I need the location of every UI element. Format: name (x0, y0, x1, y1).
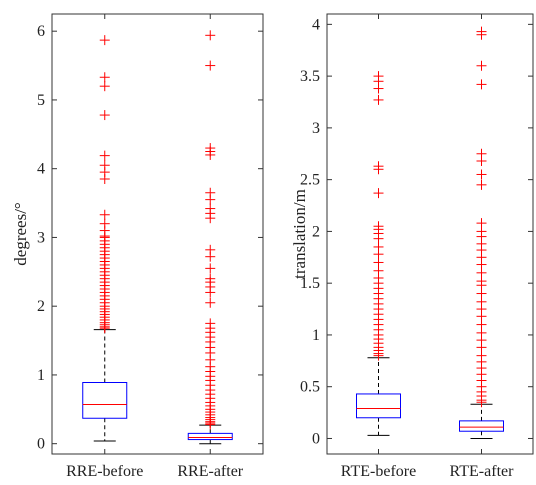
outlier-point (99, 209, 110, 220)
outlier-point (373, 164, 384, 175)
box-rre-after (187, 30, 233, 445)
box-rre-before (82, 35, 128, 442)
box-rte-before (356, 71, 401, 436)
x-category-label: RTE-before (341, 463, 416, 480)
iqr-box (187, 432, 233, 441)
y-tick-label: 4 (37, 161, 45, 178)
outlier-point (205, 287, 216, 298)
outlier-point (373, 83, 384, 94)
outlier-point (99, 110, 110, 121)
y-tick-label: 3 (37, 229, 45, 246)
x-category-label: RTE-after (450, 463, 515, 480)
outlier-point (476, 179, 487, 190)
outlier-point (99, 81, 110, 92)
outlier-point (99, 150, 110, 161)
y-tick-label: 0.5 (300, 379, 320, 396)
chart-panel-2: 0 0.5 1 1.5 2 2.5 3 3.5 4 translation/m RTE-before… (290, 13, 534, 480)
x-category-label: RRE-after (177, 463, 243, 480)
outlier-point (205, 194, 216, 205)
outlier-point (476, 79, 487, 90)
outlier-point (476, 169, 487, 180)
y-tick-label: 2 (37, 298, 45, 315)
y-tick-label: 0 (37, 436, 45, 453)
outlier-point (476, 60, 487, 71)
outlier-point (205, 251, 216, 262)
outlier-point (99, 174, 110, 184)
plot-frame (326, 13, 534, 455)
iqr-box (356, 393, 401, 419)
plot-frame (51, 13, 264, 455)
y-axis-label: degrees/° (11, 202, 30, 265)
outlier-point (205, 30, 216, 41)
iqr-box (82, 382, 128, 419)
box-rte-after (459, 26, 504, 439)
outlier-point (373, 188, 384, 199)
chart-panel-1: 0 1 2 3 4 5 6 degrees/° RRE-before RRE-after (11, 13, 264, 480)
outlier-point (99, 72, 110, 83)
outlier-point (476, 29, 487, 40)
outlier-point (205, 263, 216, 274)
y-axis-label: translation/m (290, 189, 309, 279)
y-tick-label: 1 (312, 327, 320, 344)
x-category-label: RRE-before (66, 463, 143, 480)
outlier-point (205, 297, 216, 308)
y-tick-label: 5 (37, 92, 45, 109)
outlier-point (205, 149, 216, 160)
y-tick-label: 2 (312, 223, 320, 240)
y-tick-label: 3 (312, 120, 320, 137)
outlier-point (373, 94, 384, 105)
y-tick-label: 6 (37, 23, 45, 40)
outlier-point (99, 35, 110, 46)
y-tick-label: 2.5 (300, 172, 320, 189)
outlier-point (476, 156, 487, 167)
y-tick-label: 1 (37, 367, 45, 384)
y-tick-label: 4 (312, 16, 320, 33)
outlier-point (99, 323, 110, 334)
y-tick-label: 1.5 (300, 275, 320, 292)
outlier-point (476, 397, 487, 408)
outlier-point (205, 213, 216, 224)
y-tick-label: 0 (312, 430, 320, 447)
outlier-point (205, 419, 216, 430)
outlier-point (205, 60, 216, 71)
outlier-point (373, 350, 384, 361)
y-tick-label: 3.5 (300, 68, 320, 85)
iqr-box (459, 420, 504, 432)
